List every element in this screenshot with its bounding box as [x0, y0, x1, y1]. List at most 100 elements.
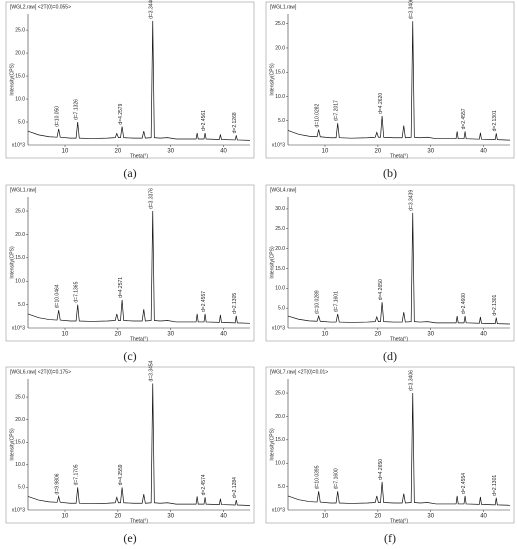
x-tick-label: 40	[220, 332, 227, 338]
peak-label: d=10.050	[54, 106, 60, 127]
xrd-line	[27, 383, 251, 506]
panel-caption: (f)	[384, 531, 396, 545]
y-tick-label: 25.0	[15, 394, 25, 400]
peak-label: d=9.9806	[54, 473, 60, 494]
peak-label: d=10.0464	[54, 284, 60, 308]
x-axis-label: Theta(°)	[390, 153, 408, 159]
peak-label: d=4.2559	[118, 464, 124, 485]
peak-label: d=4.2571	[118, 277, 124, 298]
x-tick-label: 30	[427, 149, 434, 155]
peak-label: d=2.4557	[201, 291, 207, 312]
x-tick-label: 10	[62, 149, 69, 155]
x-tick-label: 20	[115, 332, 122, 338]
peak-label: d=3.3440	[149, 0, 155, 19]
y-tick-label: 5.0	[278, 305, 285, 311]
peak-label: d=2.4554	[461, 473, 467, 494]
y-tick-label: 5.0	[278, 484, 285, 490]
y-unit-label: x10^3	[272, 142, 285, 148]
xrd-line	[287, 212, 511, 325]
y-tick-label: 20.0	[275, 45, 285, 51]
y-tick-label: 5.0	[18, 485, 25, 491]
y-unit-label: x10^3	[12, 142, 25, 148]
panel-frame	[265, 184, 515, 342]
peak-label: d=7.1365	[74, 281, 80, 302]
peak-label: d=3.3406	[409, 370, 415, 391]
panel-caption: (b)	[383, 166, 397, 180]
panel-title: [WGL6.raw] <2T(0)=0.175>	[10, 369, 71, 375]
y-tick-label: 20.0	[15, 232, 25, 238]
y-tick-label: 30.0	[275, 206, 285, 212]
panel-title: [WGL1.raw]	[10, 187, 37, 193]
y-axis-label: Intensity(CPS)	[9, 63, 15, 96]
peak-label: d=10.0282	[314, 103, 320, 127]
panel-caption: (d)	[383, 349, 397, 363]
peak-label: d=2.1301	[492, 294, 498, 315]
y-tick-label: 15.0	[15, 255, 25, 261]
y-tick-label: 15.0	[275, 266, 285, 272]
x-tick-label: 40	[480, 149, 487, 155]
y-tick-label: 10.0	[15, 96, 25, 102]
peak-label: d=3.3454	[149, 360, 155, 381]
x-tick-label: 20	[115, 149, 122, 155]
peak-label: d=3.3406	[409, 0, 415, 19]
y-tick-label: 15.0	[15, 440, 25, 446]
peak-label: d=7.1600	[334, 468, 340, 489]
y-tick-label: 10.0	[15, 279, 25, 285]
peak-label: d=2.4600	[461, 293, 467, 314]
x-tick-label: 40	[480, 332, 487, 338]
y-tick-label: 10.0	[15, 462, 25, 468]
x-axis-label: Theta(°)	[130, 153, 148, 159]
y-axis-label: Intensity(CPS)	[9, 428, 15, 461]
panel-caption: (a)	[123, 166, 136, 180]
x-tick-label: 30	[167, 149, 174, 155]
peak-label: d=7.1601	[334, 291, 340, 312]
panel-title: [WGL1.raw]	[270, 4, 297, 10]
y-tick-label: 5.0	[18, 119, 25, 125]
x-tick-label: 10	[322, 514, 329, 520]
y-tick-label: 10.0	[275, 461, 285, 467]
peak-label: d=10.0289	[314, 290, 320, 314]
y-tick-label: 5.0	[278, 118, 285, 124]
y-tick-label: 15.0	[275, 437, 285, 443]
peak-label: d=2.4561	[201, 110, 207, 131]
y-axis-label: Intensity(CPS)	[9, 246, 15, 279]
panel-title: [WGL2.raw] <2T(0)=0.055>	[10, 4, 71, 10]
y-tick-label: 10.0	[275, 94, 285, 100]
y-tick-label: 10.0	[275, 286, 285, 292]
x-axis-label: Theta(°)	[130, 518, 148, 524]
y-unit-label: x10^3	[12, 507, 25, 513]
xrd-line	[287, 21, 511, 141]
panel-frame	[265, 1, 515, 159]
y-unit-label: x10^3	[272, 325, 285, 331]
panel-title: [WGL4.raw]	[270, 187, 297, 193]
y-tick-label: 25.0	[15, 208, 25, 214]
x-tick-label: 30	[427, 332, 434, 338]
x-tick-label: 40	[220, 149, 227, 155]
peak-label: d=2.1301	[492, 110, 498, 131]
x-tick-label: 30	[427, 514, 434, 520]
peak-label: d=2.1301	[492, 475, 498, 496]
xrd-line	[27, 211, 251, 324]
y-tick-label: 20.0	[15, 417, 25, 423]
peak-label: d=10.0395	[314, 465, 320, 489]
panel-frame	[5, 184, 255, 342]
peak-label: d=4.2620	[378, 93, 384, 114]
peak-label: d=4.2650	[378, 459, 384, 480]
x-tick-label: 20	[375, 332, 382, 338]
x-tick-label: 10	[62, 514, 69, 520]
panel-frame	[5, 366, 255, 524]
y-tick-label: 25.0	[275, 226, 285, 232]
x-tick-label: 10	[322, 332, 329, 338]
y-tick-label: 25.0	[15, 27, 25, 33]
x-tick-label: 20	[375, 149, 382, 155]
x-tick-label: 20	[115, 514, 122, 520]
x-axis-label: Theta(°)	[390, 518, 408, 524]
y-tick-label: 5.0	[18, 302, 25, 308]
y-tick-label: 15.0	[275, 70, 285, 76]
peak-label: d=2.1305	[232, 293, 238, 314]
peak-label: d=7.1326	[74, 99, 80, 120]
y-unit-label: x10^3	[12, 325, 25, 331]
peak-label: d=2.4574	[201, 474, 207, 495]
y-unit-label: x10^3	[272, 507, 285, 513]
